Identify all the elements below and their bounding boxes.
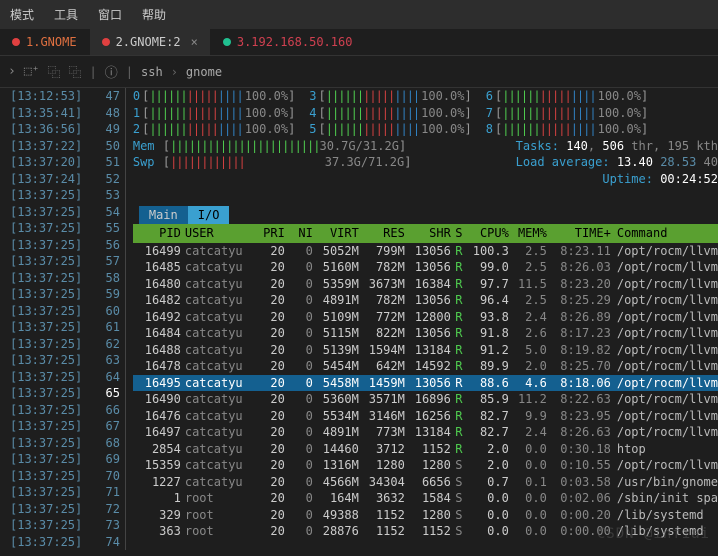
- editor-tab[interactable]: 2.GNOME:2 ×: [90, 29, 210, 55]
- tab-status-dot: [102, 38, 110, 46]
- uptime-info: Uptime: 00:24:52: [602, 171, 718, 188]
- gutter-line: [13:37:25]59: [10, 286, 125, 303]
- menu-item[interactable]: 工具: [44, 2, 88, 27]
- process-row[interactable]: 16482catcatyu2004891M782M13056R96.42.58:…: [133, 292, 718, 309]
- new-tab-icon[interactable]: ⬚⁺: [24, 64, 40, 79]
- gutter-line: [13:12:53]47: [10, 88, 125, 105]
- gutter-line: [13:37:25]58: [10, 270, 125, 287]
- gutter-line: [13:37:25]57: [10, 253, 125, 270]
- gutter-line: [13:37:22]50: [10, 138, 125, 155]
- watermark: CSDN @infiai: [597, 526, 710, 542]
- nav-back-icon[interactable]: ›: [8, 64, 16, 79]
- process-row[interactable]: 16497catcatyu2004891M773M13184R82.72.48:…: [133, 424, 718, 441]
- menu-item[interactable]: 窗口: [88, 2, 132, 27]
- breadcrumb-ssh[interactable]: ssh: [141, 65, 163, 79]
- toolbar: › ⬚⁺ ⿻ ⿻ | ⓘ | ssh › gnome: [0, 56, 718, 88]
- tab-status-dot: [12, 38, 20, 46]
- gutter-line: [13:37:25]74: [10, 534, 125, 551]
- cpu-meter: 2[|||||||||||||||100.0%]: [133, 121, 295, 138]
- gutter-line: [13:37:25]70: [10, 468, 125, 485]
- process-header: PIDUSERPRINIVIRTRESSHRSCPU%MEM%TIME+Comm…: [133, 224, 718, 243]
- menu-item[interactable]: 帮助: [132, 2, 176, 27]
- gutter-line: [13:36:56]49: [10, 121, 125, 138]
- cpu-meter: 1[|||||||||||||||100.0%]: [133, 105, 295, 122]
- process-row[interactable]: 16488catcatyu2005139M1594M13184R91.25.08…: [133, 342, 718, 359]
- gutter-line: [13:37:25]68: [10, 435, 125, 452]
- separator: |: [90, 65, 97, 79]
- gutter-line: [13:37:25]72: [10, 501, 125, 518]
- menu-item[interactable]: 模式: [0, 2, 44, 27]
- gutter-line: [13:37:25]69: [10, 451, 125, 468]
- cpu-meter: 6[|||||||||||||||100.0%]: [486, 88, 648, 105]
- gutter-line: [13:37:25]62: [10, 336, 125, 353]
- gutter-line: [13:37:20]51: [10, 154, 125, 171]
- gutter-line: [13:37:25]71: [10, 484, 125, 501]
- process-row[interactable]: 16490catcatyu2005360M3571M16896R85.911.2…: [133, 391, 718, 408]
- cpu-meter: 0[|||||||||||||||100.0%]: [133, 88, 295, 105]
- info-icon[interactable]: ⓘ: [105, 62, 118, 81]
- process-row[interactable]: 1227catcatyu2004566M343046656S0.70.10:03…: [133, 474, 718, 491]
- gutter-line: [13:37:25]66: [10, 402, 125, 419]
- tab-main[interactable]: Main: [139, 206, 188, 225]
- process-row[interactable]: 16484catcatyu2005115M822M13056R91.82.68:…: [133, 325, 718, 342]
- gutter-line: [13:37:25]56: [10, 237, 125, 254]
- separator: |: [126, 65, 133, 79]
- htop-output: 0[|||||||||||||||100.0%] 3[||||||||||||||…: [125, 88, 718, 550]
- cpu-meter: 5[|||||||||||||||100.0%]: [309, 121, 471, 138]
- tab-label: 3.192.168.50.160: [237, 35, 353, 49]
- gutter-line: [13:37:25]60: [10, 303, 125, 320]
- cpu-meter: 3[|||||||||||||||100.0%]: [309, 88, 471, 105]
- gutter-line: [13:37:25]54: [10, 204, 125, 221]
- gutter-line: [13:37:25]67: [10, 418, 125, 435]
- swap-meter: Swp[||||||||||||37.3G/71.2G]: [133, 154, 412, 171]
- gutter: [13:12:53]47[13:35:41]48[13:36:56]49[13:…: [0, 88, 125, 550]
- process-row[interactable]: 329root2004938811521280S0.00.00:00.20/li…: [133, 507, 718, 524]
- gutter-line: [13:37:25]61: [10, 319, 125, 336]
- cpu-meter: 4[|||||||||||||||100.0%]: [309, 105, 471, 122]
- close-icon[interactable]: ×: [191, 35, 198, 49]
- gutter-line: [13:37:25]73: [10, 517, 125, 534]
- process-row[interactable]: 16476catcatyu2005534M3146M16256R82.79.98…: [133, 408, 718, 425]
- menubar: 模式工具窗口帮助: [0, 0, 718, 29]
- tabbar: 1.GNOME 2.GNOME:2 × 3.192.168.50.160: [0, 29, 718, 56]
- cpu-meter: 7[|||||||||||||||100.0%]: [486, 105, 648, 122]
- gutter-line: [13:35:41]48: [10, 105, 125, 122]
- editor-tab[interactable]: 3.192.168.50.160: [211, 29, 365, 55]
- process-row[interactable]: 16478catcatyu2005454M642M14592R89.92.08:…: [133, 358, 718, 375]
- process-row[interactable]: 16495catcatyu2005458M1459M13056R88.64.68…: [133, 375, 718, 392]
- mem-meter: Mem[||||||||||||||||||||||||30.7G/31.2G]: [133, 138, 406, 155]
- process-row[interactable]: 16480catcatyu2005359M3673M16384R97.711.5…: [133, 276, 718, 293]
- load-info: Load average: 13.40 28.53 40: [516, 154, 718, 171]
- cpu-meter: 8[|||||||||||||||100.0%]: [486, 121, 648, 138]
- chevron-icon: ›: [171, 65, 178, 79]
- process-row[interactable]: 16485catcatyu2005160M782M13056R99.02.58:…: [133, 259, 718, 276]
- tab-status-dot: [223, 38, 231, 46]
- tab-io[interactable]: I/O: [188, 206, 230, 225]
- process-row[interactable]: 16499catcatyu2005052M799M13056R100.32.58…: [133, 243, 718, 260]
- tab-label: 2.GNOME:2: [116, 35, 181, 49]
- gutter-line: [13:37:25]55: [10, 220, 125, 237]
- process-row[interactable]: 16492catcatyu2005109M772M12800R93.82.48:…: [133, 309, 718, 326]
- gutter-line: [13:37:25]53: [10, 187, 125, 204]
- copy-icon-2[interactable]: ⿻: [69, 62, 82, 81]
- gutter-line: [13:37:25]63: [10, 352, 125, 369]
- breadcrumb-gnome[interactable]: gnome: [186, 65, 222, 79]
- terminal: [13:12:53]47[13:35:41]48[13:36:56]49[13:…: [0, 88, 718, 550]
- copy-icon-1[interactable]: ⿻: [47, 62, 60, 81]
- process-row[interactable]: 15359catcatyu2001316M12801280S2.00.00:10…: [133, 457, 718, 474]
- process-row[interactable]: 1root200164M36321584S0.00.00:02.06/sbin/…: [133, 490, 718, 507]
- process-row[interactable]: 2854catcatyu2001446037121152R2.00.00:30.…: [133, 441, 718, 458]
- editor-tab[interactable]: 1.GNOME: [0, 29, 89, 55]
- htop-tabs: MainI/O: [139, 206, 718, 225]
- tasks-info: Tasks: 140, 506 thr, 195 kth: [516, 138, 718, 155]
- gutter-line: [13:37:24]52: [10, 171, 125, 188]
- gutter-line: [13:37:25]65: [10, 385, 125, 402]
- gutter-line: [13:37:25]64: [10, 369, 125, 386]
- tab-label: 1.GNOME: [26, 35, 77, 49]
